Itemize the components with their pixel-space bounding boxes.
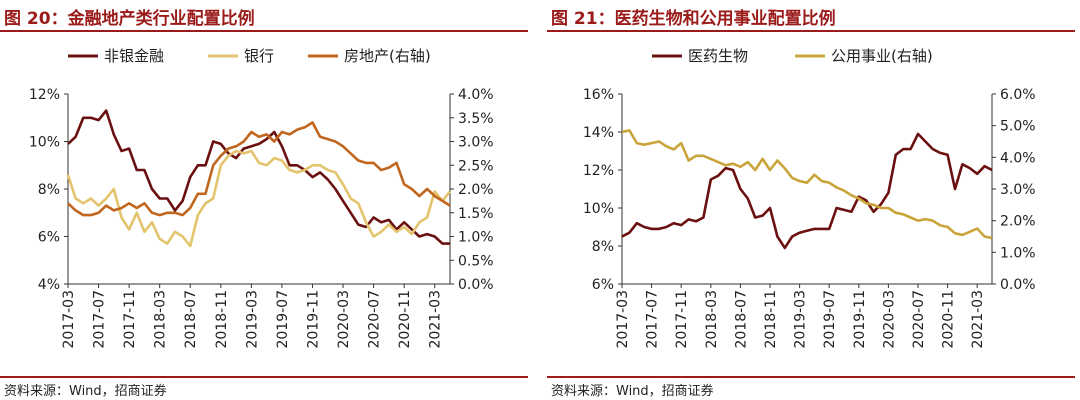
x-tick-label: 2017-11 xyxy=(122,290,138,349)
x-tick-label: 2021-03 xyxy=(428,290,444,349)
x-tick-label: 2018-07 xyxy=(183,290,199,349)
y-tick-label-left: 6% xyxy=(592,277,614,293)
legend-label: 公用事业(右轴) xyxy=(831,47,933,65)
series-line-0 xyxy=(67,109,450,245)
x-tick-label: 2017-07 xyxy=(92,290,108,349)
y-tick-label-right: 3.0% xyxy=(458,135,494,151)
x-tick-label: 2018-11 xyxy=(214,290,230,349)
line-chart: 4% 6% 8% 10% 12% 0.0% 0.5% 1.0% 1.5% 2.0% 2.5% 3.0%… xyxy=(29,47,494,349)
y-tick-label-right: 2.5% xyxy=(458,158,494,174)
y-tick-label-right: 0.5% xyxy=(458,253,494,269)
y-tick-label-right: 1.5% xyxy=(458,206,494,222)
x-tick-label: 2020-11 xyxy=(941,290,957,349)
y-tick-label-left: 8% xyxy=(38,182,60,198)
x-tick-label: 2017-03 xyxy=(615,290,631,349)
chart-panel-1: 图 20：金融地产类行业配置比例 4% 6% 8% 10% 12% 0.0% 0.5% 1.0… xyxy=(0,0,528,400)
y-tick-label-right: 2.0% xyxy=(1000,214,1036,230)
y-tick-label-right: 0.0% xyxy=(1000,277,1036,293)
y-tick-label-right: 1.0% xyxy=(1000,245,1036,261)
x-tick-label: 2020-11 xyxy=(397,290,413,349)
x-tick-label: 2017-07 xyxy=(645,290,661,349)
y-tick-label-left: 10% xyxy=(583,201,614,217)
y-tick-label-left: 10% xyxy=(29,135,60,151)
series-line-1 xyxy=(621,129,993,240)
x-tick-label: 2017-03 xyxy=(61,290,77,349)
x-tick-label: 2019-03 xyxy=(793,290,809,349)
title-rule xyxy=(547,30,1075,32)
legend-label: 银行 xyxy=(244,47,274,65)
y-tick-label-left: 16% xyxy=(583,87,614,103)
source-note: 资料来源：Wind，招商证券 xyxy=(551,384,714,399)
line-chart: 6% 8% 10% 12% 14% 16% 0.0% 1.0% 2.0% 3.0% 4.0% 5.0%… xyxy=(583,47,1036,349)
x-tick-label: 2018-11 xyxy=(763,290,779,349)
bottom-rule xyxy=(0,376,528,378)
y-tick-label-right: 0.0% xyxy=(458,277,494,293)
y-tick-label-left: 12% xyxy=(583,163,614,179)
chart-title: 图 21：医药生物和公用事业配置比例 xyxy=(551,9,836,29)
legend-label: 房地产(右轴) xyxy=(344,47,431,65)
y-tick-label-right: 3.5% xyxy=(458,111,494,127)
x-tick-label: 2020-07 xyxy=(911,290,927,349)
x-tick-label: 2020-03 xyxy=(881,290,897,349)
chart-title: 图 20：金融地产类行业配置比例 xyxy=(4,9,255,29)
legend-label: 非银金融 xyxy=(104,47,164,65)
y-tick-label-left: 4% xyxy=(38,277,60,293)
y-tick-label-right: 6.0% xyxy=(1000,87,1036,103)
y-tick-label-right: 1.0% xyxy=(458,230,494,246)
series-line-0 xyxy=(621,132,993,250)
y-tick-label-left: 6% xyxy=(38,230,60,246)
x-tick-label: 2018-03 xyxy=(153,290,169,349)
y-tick-label-right: 2.0% xyxy=(458,182,494,198)
x-tick-label: 2021-03 xyxy=(970,290,986,349)
legend-label: 医药生物 xyxy=(688,47,748,65)
x-tick-label: 2020-03 xyxy=(336,290,352,349)
x-tick-label: 2018-07 xyxy=(733,290,749,349)
x-tick-label: 2020-07 xyxy=(367,290,383,349)
y-tick-label-right: 5.0% xyxy=(1000,119,1036,135)
x-tick-label: 2017-11 xyxy=(674,290,690,349)
x-tick-label: 2019-07 xyxy=(822,290,838,349)
x-tick-label: 2018-03 xyxy=(704,290,720,349)
y-tick-label-right: 4.0% xyxy=(458,87,494,103)
bottom-rule xyxy=(547,376,1075,378)
y-tick-label-left: 14% xyxy=(583,125,614,141)
y-tick-label-left: 12% xyxy=(29,87,60,103)
y-tick-label-right: 4.0% xyxy=(1000,150,1036,166)
series-line-1 xyxy=(66,149,452,248)
x-tick-label: 2019-11 xyxy=(305,290,321,349)
title-rule xyxy=(0,30,528,32)
series-line-2 xyxy=(67,121,451,217)
chart-panel-2: 图 21：医药生物和公用事业配置比例 6% 8% 10% 12% 14% 16% 0.0% 1… xyxy=(547,0,1075,400)
source-note: 资料来源：Wind，招商证券 xyxy=(4,384,167,399)
y-tick-label-right: 3.0% xyxy=(1000,182,1036,198)
x-tick-label: 2019-07 xyxy=(275,290,291,349)
x-tick-label: 2019-11 xyxy=(852,290,868,349)
y-tick-label-left: 8% xyxy=(592,239,614,255)
x-tick-label: 2019-03 xyxy=(244,290,260,349)
